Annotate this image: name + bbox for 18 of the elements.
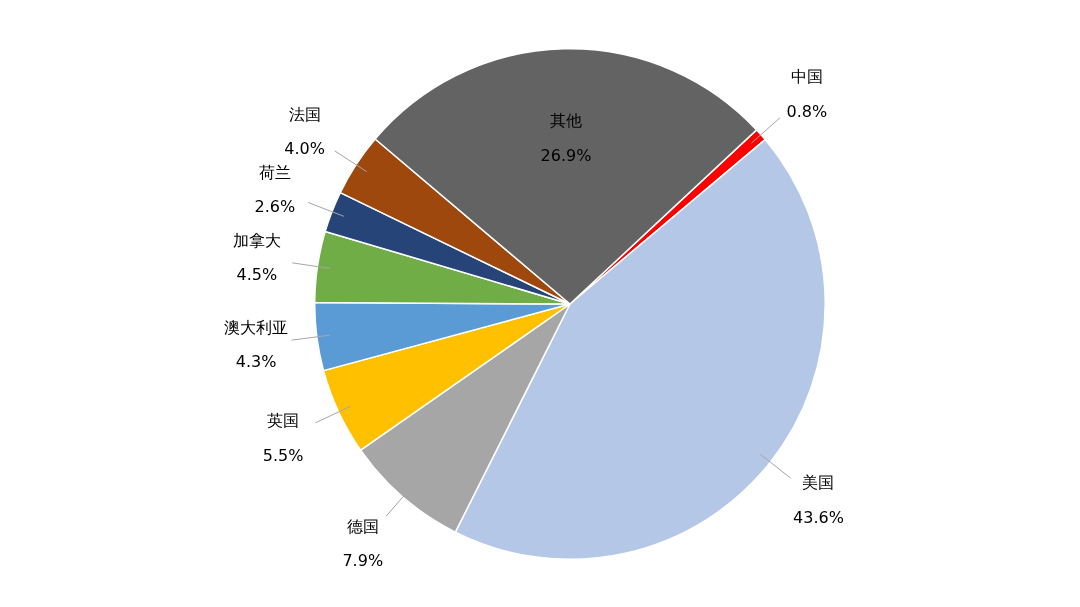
data-label: 7.9% bbox=[342, 550, 384, 570]
data-label: 5.5% bbox=[262, 445, 304, 465]
data-label: 2.6% bbox=[254, 197, 296, 217]
slice-label: 荷兰 bbox=[258, 162, 291, 182]
slice-label: 德国 bbox=[346, 516, 379, 536]
data-label: 0.8% bbox=[786, 101, 828, 121]
data-label: 26.9% bbox=[540, 145, 592, 165]
data-label: 43.6% bbox=[793, 507, 844, 527]
data-label: 4.5% bbox=[236, 265, 278, 285]
slice-label: 加拿大 bbox=[232, 230, 281, 250]
slice-label: 中国 bbox=[790, 67, 823, 87]
data-label: 4.3% bbox=[235, 352, 277, 372]
data-label: 4.0% bbox=[284, 138, 326, 158]
slice-label: 其他 bbox=[549, 111, 582, 131]
slice-label: 澳大利亚 bbox=[224, 318, 289, 338]
slice-label: 英国 bbox=[267, 411, 300, 431]
slice-label: 美国 bbox=[802, 473, 835, 493]
slice-label: 法国 bbox=[288, 104, 321, 124]
